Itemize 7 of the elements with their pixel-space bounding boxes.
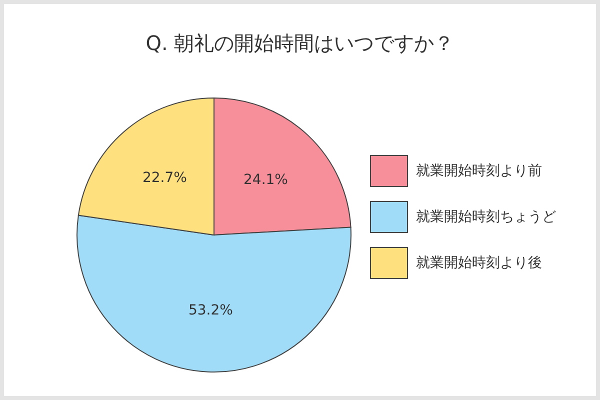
data-label: 53.2%	[188, 302, 233, 318]
legend-label: 就業開始時刻より後	[416, 254, 542, 272]
data-label: 22.7%	[142, 170, 187, 186]
legend-label: 就業開始時刻より前	[416, 162, 542, 180]
data-label: 24.1%	[244, 172, 288, 188]
chart-title: Q. 朝礼の開始時間はいつですか？	[144, 30, 456, 57]
legend-label: 就業開始時刻ちょうど	[416, 208, 556, 226]
